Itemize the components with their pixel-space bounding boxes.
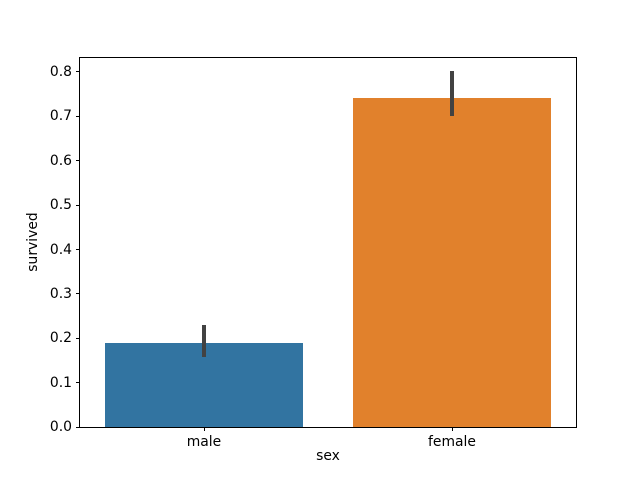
y-tick-mark (75, 426, 79, 428)
y-tick-label: 0.4 (49, 241, 72, 258)
y-tick-label: 0.0 (49, 419, 72, 436)
y-tick-label: 0.1 (49, 374, 72, 391)
error-bar-male (202, 325, 206, 358)
y-tick-label: 0.6 (49, 152, 72, 169)
y-axis-label: survived (25, 212, 41, 273)
x-tick-label: male (186, 433, 222, 450)
y-tick-label: 0.5 (49, 197, 72, 214)
error-bar-female (450, 70, 454, 116)
y-tick-mark (75, 160, 79, 162)
y-tick-mark (75, 382, 79, 384)
y-tick-label: 0.3 (49, 285, 72, 302)
y-tick-label: 0.2 (49, 330, 72, 347)
bar-female (352, 97, 552, 428)
y-tick-label: 0.7 (49, 108, 72, 125)
x-tick-mark (203, 427, 205, 431)
plot-area (80, 58, 576, 428)
y-tick-mark (75, 249, 79, 250)
x-axis-label: sex (316, 448, 340, 464)
x-tick-label: female (428, 433, 476, 450)
y-tick-label: 0.8 (49, 63, 72, 80)
x-tick-mark (451, 427, 453, 431)
y-tick-mark (75, 337, 79, 339)
y-tick-mark (75, 293, 79, 295)
y-tick-mark (75, 204, 79, 206)
y-tick-mark (75, 71, 79, 73)
y-tick-mark (75, 115, 79, 117)
